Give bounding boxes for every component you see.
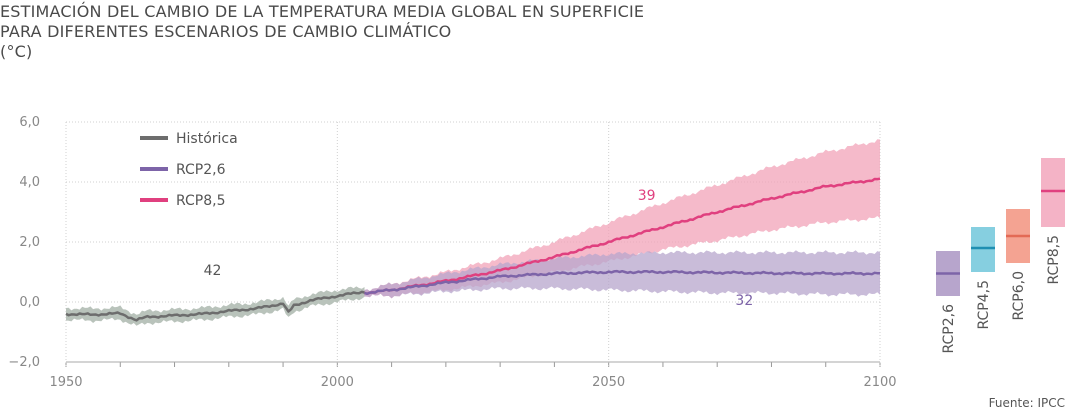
chart-title: ESTIMACIÓN DEL CAMBIO DE LA TEMPERATURA … (0, 2, 644, 62)
line-hist-rica (65, 290, 365, 322)
annotation-32: 32 (735, 293, 753, 309)
legend-label-hist-rica: Histórica (176, 131, 238, 147)
range-bar-label-rcp4-5: RCP4,5 (976, 280, 992, 330)
line-rcp8-5 (364, 177, 881, 296)
source-label: Fuente: IPCC (988, 396, 1065, 410)
y-tick-label: 4,0 (19, 175, 40, 190)
annotation-42: 42 (204, 263, 222, 279)
range-bar-rcp8-5 (1041, 158, 1065, 227)
band-rcp2-6 (364, 250, 880, 299)
legend-label-rcp8-5: RCP8,5 (176, 193, 226, 209)
title-line-2: PARA DIFERENTES ESCENARIOS DE CAMBIO CLI… (0, 22, 452, 41)
legend-label-rcp2-6: RCP2,6 (176, 162, 226, 178)
band-rcp8-5 (364, 139, 880, 299)
y-tick-label: 0,0 (19, 295, 40, 310)
line-rcp2-6 (364, 269, 880, 296)
x-tick-label: 2050 (592, 375, 625, 390)
y-tick-label: 2,0 (19, 235, 40, 250)
range-bar-rcp4-5 (971, 227, 995, 272)
y-tick-label: −2,0 (8, 355, 40, 370)
title-line-1: ESTIMACIÓN DEL CAMBIO DE LA TEMPERATURA … (0, 2, 645, 21)
x-tick-label: 2000 (321, 375, 354, 390)
title-unit: (°C) (0, 42, 33, 61)
range-bar-label-rcp8-5: RCP8,5 (1046, 235, 1062, 285)
y-tick-label: 6,0 (19, 115, 40, 130)
range-bar-label-rcp6-0: RCP6,0 (1011, 271, 1027, 321)
x-tick-label: 2100 (863, 375, 896, 390)
range-bar-label-rcp2-6: RCP2,6 (941, 304, 957, 354)
band-hist-rica (66, 286, 365, 326)
x-tick-label: 1950 (49, 375, 82, 390)
annotation-39: 39 (638, 188, 656, 204)
